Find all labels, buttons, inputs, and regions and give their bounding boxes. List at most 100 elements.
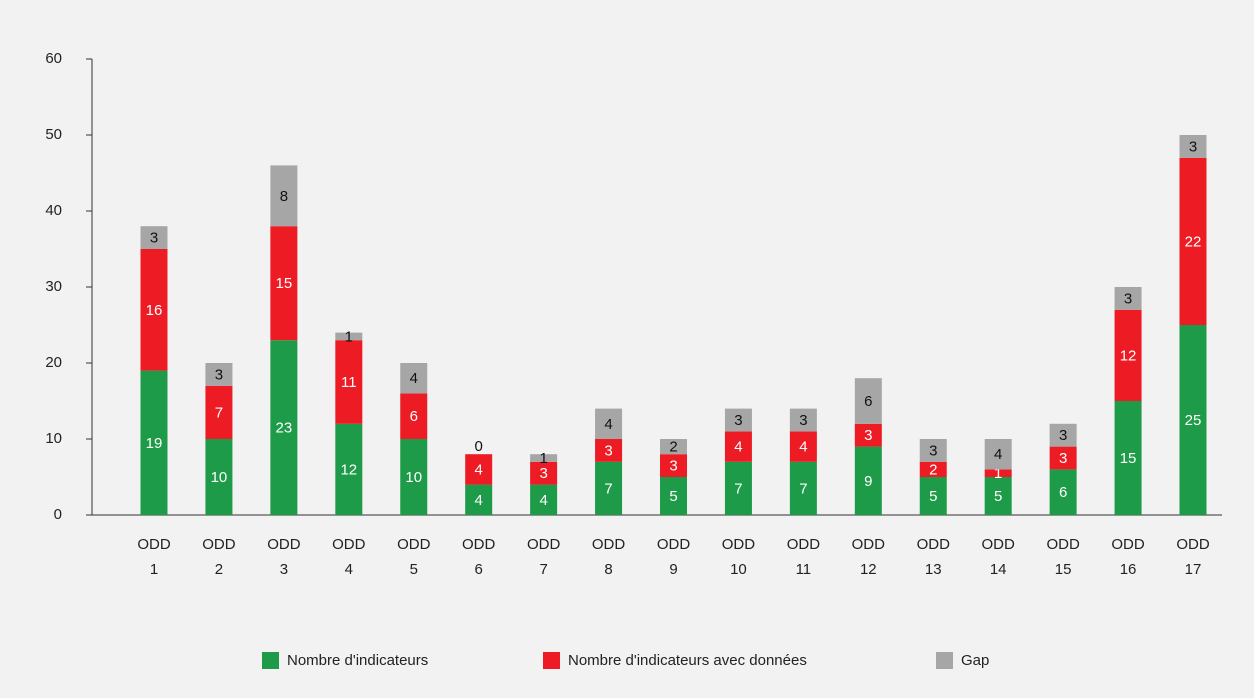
bar-segment [1179, 135, 1207, 158]
x-tick-label: ODD 9 [656, 536, 691, 578]
legend-swatch [543, 652, 560, 669]
value-label: 7 [604, 480, 612, 497]
value-label: 1 [994, 465, 1002, 482]
x-tick-label: ODD 2 [202, 536, 236, 578]
value-label: 3 [1124, 290, 1132, 307]
x-tick-label: ODD 8 [591, 536, 626, 578]
value-label: 3 [604, 442, 612, 459]
y-tick-label: 20 [45, 354, 62, 371]
bar-segment [335, 340, 363, 424]
value-label: 5 [669, 488, 677, 505]
value-label: 3 [215, 366, 223, 383]
value-label: 3 [929, 442, 937, 459]
bar-segment [724, 461, 752, 515]
x-tick-label: ODD 1 [137, 536, 171, 578]
bar-segment [789, 431, 817, 462]
value-label: 11 [341, 374, 357, 391]
value-label: 4 [994, 446, 1002, 463]
bar-segment [919, 477, 947, 515]
value-label: 3 [1059, 450, 1067, 467]
x-tick-label: ODD 17 [1176, 536, 1210, 578]
bar-segment [270, 226, 298, 341]
value-label: 3 [669, 458, 677, 475]
bar-segment [1049, 469, 1077, 515]
bar-segment [660, 439, 687, 455]
bar-segment [140, 249, 168, 371]
x-tick-label: ODD 14 [981, 536, 1015, 578]
x-tick-label: ODD 11 [786, 536, 821, 578]
x-tick-label: ODD 12 [851, 536, 885, 578]
bar-segment [724, 431, 752, 462]
x-tick-label: ODD 7 [526, 536, 561, 578]
value-label: 0 [475, 438, 483, 455]
value-label: 10 [405, 469, 422, 486]
value-label: 23 [276, 420, 293, 437]
bar-segment [595, 408, 623, 439]
bar-segment [660, 477, 687, 515]
y-tick-label: 50 [45, 126, 62, 143]
y-tick-label: 60 [45, 50, 62, 67]
value-label: 4 [475, 492, 483, 509]
bar-segment [335, 423, 363, 515]
bar-segment [205, 363, 233, 386]
bar-segment [724, 408, 752, 432]
x-tick-label: ODD 13 [916, 536, 950, 578]
value-label: 4 [410, 370, 418, 387]
value-label: 3 [539, 465, 547, 482]
value-label: 16 [146, 302, 163, 319]
y-tick-label: 10 [45, 430, 62, 447]
value-label: 25 [1185, 412, 1202, 429]
bar-segment [140, 226, 168, 249]
bar-segment [595, 439, 623, 462]
value-label: 6 [864, 393, 872, 410]
legend-swatch [936, 652, 953, 669]
bar-segment [465, 484, 493, 515]
value-label: 7 [215, 404, 223, 421]
bar-segment [1049, 423, 1077, 447]
bar-segment [530, 454, 558, 462]
bar-segment [400, 439, 428, 515]
x-tick-label: ODD 6 [462, 536, 496, 578]
bar-segment [1114, 309, 1142, 401]
y-tick-label: 40 [45, 202, 62, 219]
bar-segment [595, 461, 623, 515]
value-label: 4 [799, 439, 807, 456]
value-label: 5 [929, 488, 937, 505]
bar-segment [530, 484, 558, 515]
value-label: 19 [146, 435, 163, 452]
value-label: 2 [929, 461, 937, 478]
bar-segment [984, 439, 1012, 470]
bar-segment [530, 461, 558, 485]
legend-label: Nombre d'indicateurs [287, 652, 428, 669]
value-label: 6 [1059, 484, 1067, 501]
value-label: 7 [734, 480, 742, 497]
value-label: 3 [799, 412, 807, 429]
value-label: 22 [1185, 233, 1202, 250]
x-tick-label: ODD 4 [332, 536, 366, 578]
value-label: 15 [276, 275, 293, 292]
value-label: 15 [1120, 450, 1137, 467]
x-tick-label: ODD 3 [267, 536, 301, 578]
bar-segment [140, 370, 168, 515]
bar-segment [854, 378, 882, 424]
bar-segment [984, 469, 1012, 477]
value-label: 12 [340, 461, 357, 478]
bar-segment [1114, 401, 1142, 515]
bar-segment [400, 393, 428, 439]
bar-segment [465, 454, 493, 485]
x-tick-label: ODD 15 [1046, 536, 1080, 578]
legend-swatch [262, 652, 279, 669]
value-label: 4 [539, 492, 547, 509]
value-label: 3 [1059, 427, 1067, 444]
bar-segment [789, 461, 817, 515]
value-label: 4 [734, 439, 742, 456]
bar-segment [919, 461, 947, 477]
value-label: 4 [475, 461, 483, 478]
y-tick-label: 0 [54, 506, 62, 523]
x-tick-label: ODD 5 [397, 536, 431, 578]
y-tick-label: 30 [45, 278, 62, 295]
bar-segment [1114, 287, 1142, 310]
value-label: 8 [280, 188, 288, 205]
bar-segment [270, 165, 298, 227]
